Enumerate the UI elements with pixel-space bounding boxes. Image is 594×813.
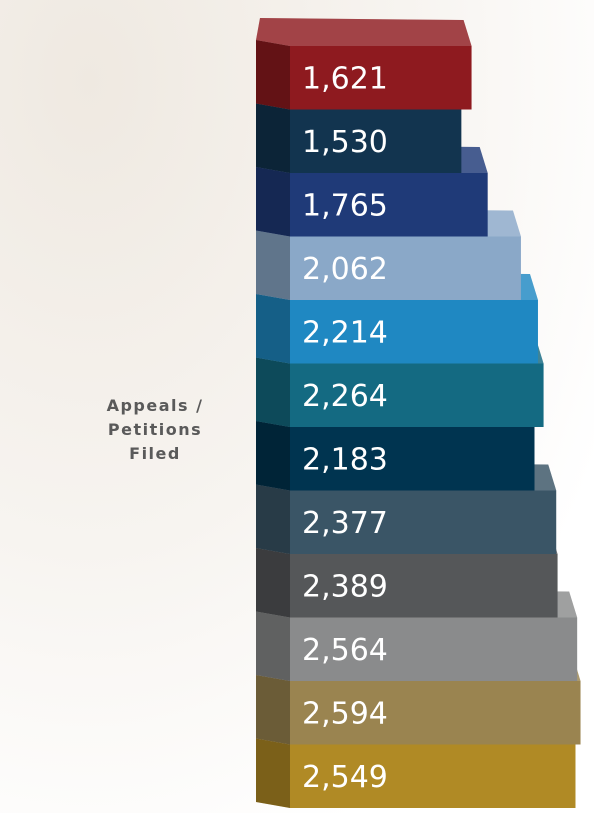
axis-label: Appeals / Petitions Filed xyxy=(106,396,204,463)
bar xyxy=(290,363,544,427)
value-label: 2,214 xyxy=(302,315,388,350)
value-label: 1,765 xyxy=(302,188,388,223)
bar xyxy=(290,490,557,554)
block-side xyxy=(256,484,290,554)
value-label: 2,564 xyxy=(302,633,388,668)
block-side xyxy=(256,167,290,237)
bar xyxy=(290,744,576,808)
value-label: 2,594 xyxy=(302,696,388,731)
bar xyxy=(290,300,538,364)
block-side-shade xyxy=(256,167,290,237)
block-side-shade xyxy=(256,421,290,491)
block: 1,621 xyxy=(256,18,472,110)
value-label: 2,389 xyxy=(302,569,388,604)
block-side-shade xyxy=(256,484,290,554)
value-label: 2,062 xyxy=(302,252,388,287)
block-side xyxy=(256,230,290,300)
block-side xyxy=(256,675,290,745)
block-side-shade xyxy=(256,40,290,110)
block-side xyxy=(256,294,290,364)
block-side xyxy=(256,611,290,681)
value-label: 2,264 xyxy=(302,379,388,414)
bar xyxy=(290,236,521,300)
bar xyxy=(290,427,535,491)
block-side-shade xyxy=(256,103,290,173)
value-label: 2,377 xyxy=(302,506,388,541)
block-side-shade xyxy=(256,675,290,745)
block-side-shade xyxy=(256,548,290,618)
block-side-shade xyxy=(256,738,290,808)
block-side-shade xyxy=(256,230,290,300)
block-top-shade xyxy=(256,18,472,46)
bar xyxy=(290,617,578,681)
value-label: 2,183 xyxy=(302,442,388,477)
block-top xyxy=(256,18,472,46)
bar xyxy=(290,554,558,618)
block-side xyxy=(256,357,290,427)
block-side-shade xyxy=(256,294,290,364)
block-side-shade xyxy=(256,611,290,681)
block-side xyxy=(256,40,290,110)
block-side-shade xyxy=(256,357,290,427)
value-label: 1,530 xyxy=(302,125,388,160)
block-side xyxy=(256,421,290,491)
bar xyxy=(290,46,472,110)
block-side xyxy=(256,738,290,808)
bar xyxy=(290,681,581,745)
value-label: 1,621 xyxy=(302,61,388,96)
block-side xyxy=(256,103,290,173)
bar xyxy=(290,109,462,173)
bar xyxy=(290,173,488,237)
value-label: 2,549 xyxy=(302,760,388,795)
block-side xyxy=(256,548,290,618)
